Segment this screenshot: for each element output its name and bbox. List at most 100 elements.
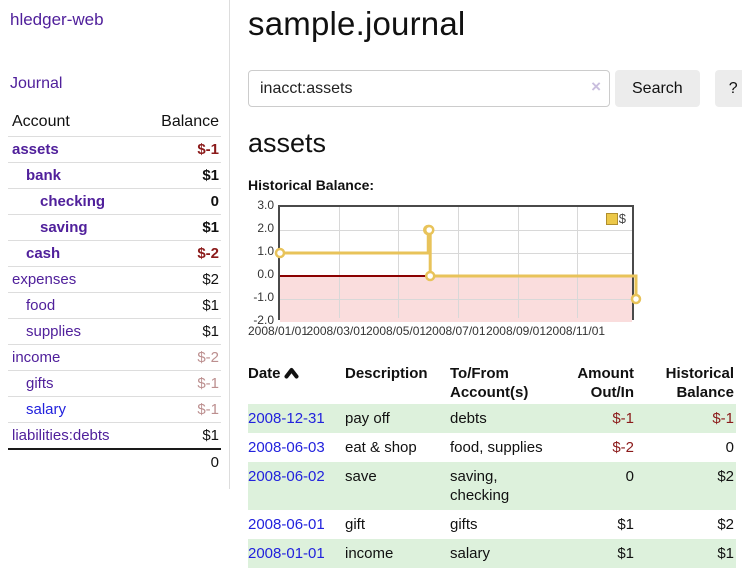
- transaction-accounts: food, supplies: [450, 439, 543, 456]
- account-row: food $1: [8, 292, 221, 319]
- account-balance: $-1: [197, 141, 219, 158]
- account-link[interactable]: gifts: [26, 375, 54, 392]
- gridline: [517, 207, 519, 318]
- account-row: gifts $-1: [8, 370, 221, 397]
- gridline: [577, 207, 579, 318]
- account-row: cash $-2: [8, 240, 221, 267]
- balance-column-header: Balance: [161, 113, 219, 130]
- app-title: hledger-web: [10, 10, 221, 30]
- x-axis-tick-label: 2008/05/01: [365, 324, 427, 338]
- gridline: [398, 207, 400, 318]
- x-axis-tick-label: 2008/01/01: [247, 324, 309, 338]
- accounts-total-row: 0: [8, 449, 221, 475]
- gridline: [280, 230, 632, 231]
- balance-column-header-register: Historical Balance: [665, 365, 734, 401]
- transaction-row: 2008-06-03 eat & shop food, supplies $-2 0: [248, 433, 736, 462]
- account-link[interactable]: expenses: [12, 271, 77, 288]
- account-row: saving $1: [8, 214, 221, 241]
- chart-title: Historical Balance:: [248, 177, 375, 193]
- legend-label: $: [618, 211, 626, 226]
- account-row: assets $-1: [8, 136, 221, 163]
- account-row: expenses $2: [8, 266, 221, 293]
- transaction-date-link[interactable]: 2008-06-01: [248, 516, 325, 533]
- account-link[interactable]: cash: [26, 245, 61, 262]
- account-balance: $1: [202, 297, 219, 314]
- nav-journal-link[interactable]: Journal: [10, 75, 63, 92]
- y-axis-tick-label: 3.0: [257, 198, 274, 212]
- transaction-balance: $2: [717, 516, 734, 533]
- clear-search-icon[interactable]: ×: [591, 77, 601, 96]
- transaction-description: save: [345, 468, 377, 485]
- y-axis-tick-label: 1.0: [257, 244, 274, 258]
- search-button[interactable]: Search: [615, 70, 700, 107]
- account-link[interactable]: food: [26, 297, 56, 314]
- account-balance: $1: [202, 167, 219, 184]
- accounts-column-header-register: To/From Account(s): [450, 365, 529, 401]
- balance-line-series: [274, 224, 642, 305]
- account-link[interactable]: assets: [12, 141, 59, 158]
- account-row: checking 0: [8, 188, 221, 215]
- account-balance: $-1: [197, 375, 219, 392]
- transaction-accounts: gifts: [450, 516, 478, 533]
- account-row: supplies $1: [8, 318, 221, 345]
- legend-swatch: [605, 212, 618, 225]
- data-point-marker: [423, 224, 435, 236]
- transaction-date-link[interactable]: 2008-06-03: [248, 439, 325, 456]
- transaction-amount: $1: [617, 545, 634, 562]
- account-link[interactable]: supplies: [26, 323, 82, 340]
- transaction-accounts: saving, checking: [450, 468, 510, 504]
- register-header-row: Date Description To/From Account(s) Amou…: [248, 362, 736, 404]
- account-balance: $1: [202, 219, 219, 236]
- transaction-row: 2008-06-01 gift gifts $1 $2: [248, 510, 736, 539]
- app-title-link[interactable]: hledger-web: [10, 10, 104, 29]
- transaction-row: 2008-12-31 pay off debts $-1 $-1: [248, 404, 736, 433]
- x-axis-tick-label: 2008/03/01: [306, 324, 367, 338]
- gridline: [280, 299, 632, 300]
- account-heading: assets: [248, 128, 327, 158]
- account-row: salary $-1: [8, 396, 221, 423]
- transaction-row: 2008-01-01 income salary $1 $1: [248, 539, 736, 568]
- account-balance: $1: [202, 427, 219, 444]
- date-column-header[interactable]: Date: [248, 362, 345, 404]
- account-link[interactable]: income: [12, 349, 61, 366]
- y-axis-tick-label: -1.0: [253, 290, 274, 304]
- accounts-column-header: Account: [12, 113, 70, 130]
- y-axis-tick-label: 0.0: [257, 267, 274, 281]
- account-link[interactable]: saving: [40, 219, 88, 236]
- transaction-description: pay off: [345, 410, 390, 427]
- transaction-balance: $1: [717, 545, 734, 562]
- x-axis-tick-label: 2008/07/01: [425, 324, 486, 338]
- account-balance: 0: [210, 193, 219, 210]
- account-link[interactable]: bank: [26, 167, 62, 184]
- transaction-date-link[interactable]: 2008-06-02: [248, 468, 325, 485]
- account-row: liabilities:debts $1: [8, 422, 221, 450]
- help-button[interactable]: ?: [714, 70, 742, 107]
- sidebar: hledger-web Journal Account Balance asse…: [0, 0, 230, 489]
- account-link[interactable]: checking: [40, 193, 106, 210]
- account-link[interactable]: salary: [26, 401, 67, 418]
- sort-ascending-icon: [284, 368, 299, 379]
- total-balance: 0: [210, 454, 219, 471]
- data-point-marker: [630, 293, 642, 305]
- y-axis-tick-label: 2.0: [257, 221, 274, 235]
- chart-plot-area: $: [274, 205, 642, 322]
- transaction-balance: $2: [717, 468, 734, 485]
- account-row: bank $1: [8, 162, 221, 189]
- search-form: × Search ?: [248, 70, 742, 107]
- transaction-date-link[interactable]: 2008-12-31: [248, 410, 325, 427]
- account-link[interactable]: liabilities:debts: [12, 427, 110, 444]
- account-row: income $-2: [8, 344, 221, 371]
- transaction-accounts: debts: [450, 410, 487, 427]
- main-content: sample.journal × Search ? assets Histori…: [230, 0, 742, 568]
- transaction-description: eat & shop: [345, 439, 417, 456]
- page-title: sample.journal: [248, 5, 466, 42]
- gridline: [338, 207, 340, 318]
- y-axis-tick-label: -2.0: [253, 313, 274, 327]
- historical-balance-chart[interactable]: 3.0 2.0 1.0 0.0 -1.0 -2.0 2008/01/01 2008/03/01…: [247, 199, 648, 338]
- transaction-date-link[interactable]: 2008-01-01: [248, 545, 325, 562]
- account-balance: $2: [202, 271, 219, 288]
- search-input[interactable]: [248, 70, 610, 107]
- gridline: [457, 207, 459, 318]
- account-balance: $1: [202, 323, 219, 340]
- transaction-amount: $1: [617, 516, 634, 533]
